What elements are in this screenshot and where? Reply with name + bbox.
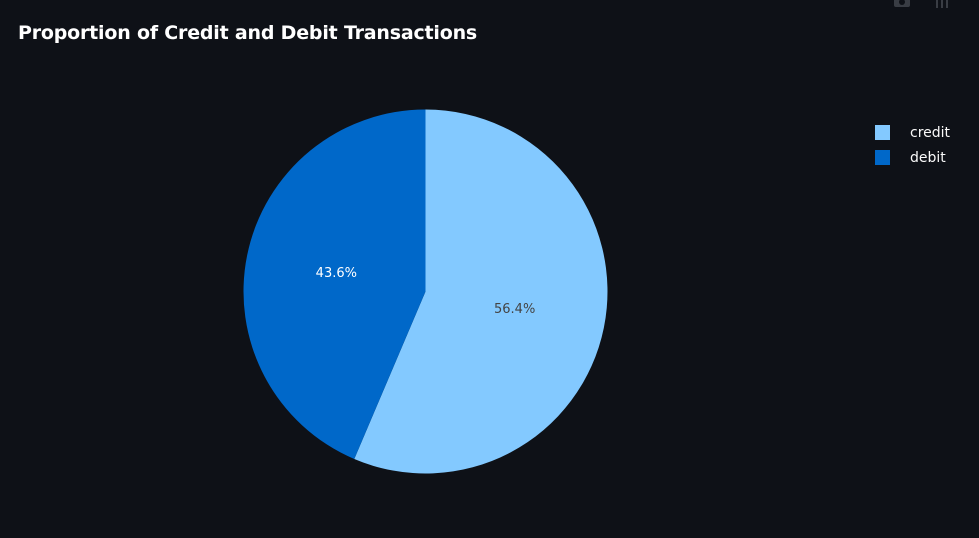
pie-label-credit: 56.4% — [494, 302, 535, 317]
chart-legend: credit debit — [875, 120, 950, 170]
legend-item-credit[interactable]: credit — [875, 120, 950, 145]
chart-modebar[interactable] — [893, 0, 951, 8]
legend-item-debit[interactable]: debit — [875, 145, 950, 170]
pie-slice-credit[interactable] — [354, 109, 608, 474]
pie-labels: 56.4% 43.6% — [316, 266, 536, 317]
legend-label-debit: debit — [910, 149, 946, 166]
legend-label-credit: credit — [910, 124, 951, 141]
camera-icon[interactable] — [893, 0, 911, 8]
legend-swatch-credit — [875, 125, 890, 140]
pie-slice-debit[interactable] — [243, 109, 426, 459]
legend-swatch-debit — [875, 150, 890, 165]
bar-chart-icon[interactable] — [933, 0, 951, 8]
pie-label-debit: 43.6% — [316, 266, 357, 281]
chart-title: Proportion of Credit and Debit Transacti… — [18, 22, 478, 44]
pie-slices — [243, 109, 608, 474]
